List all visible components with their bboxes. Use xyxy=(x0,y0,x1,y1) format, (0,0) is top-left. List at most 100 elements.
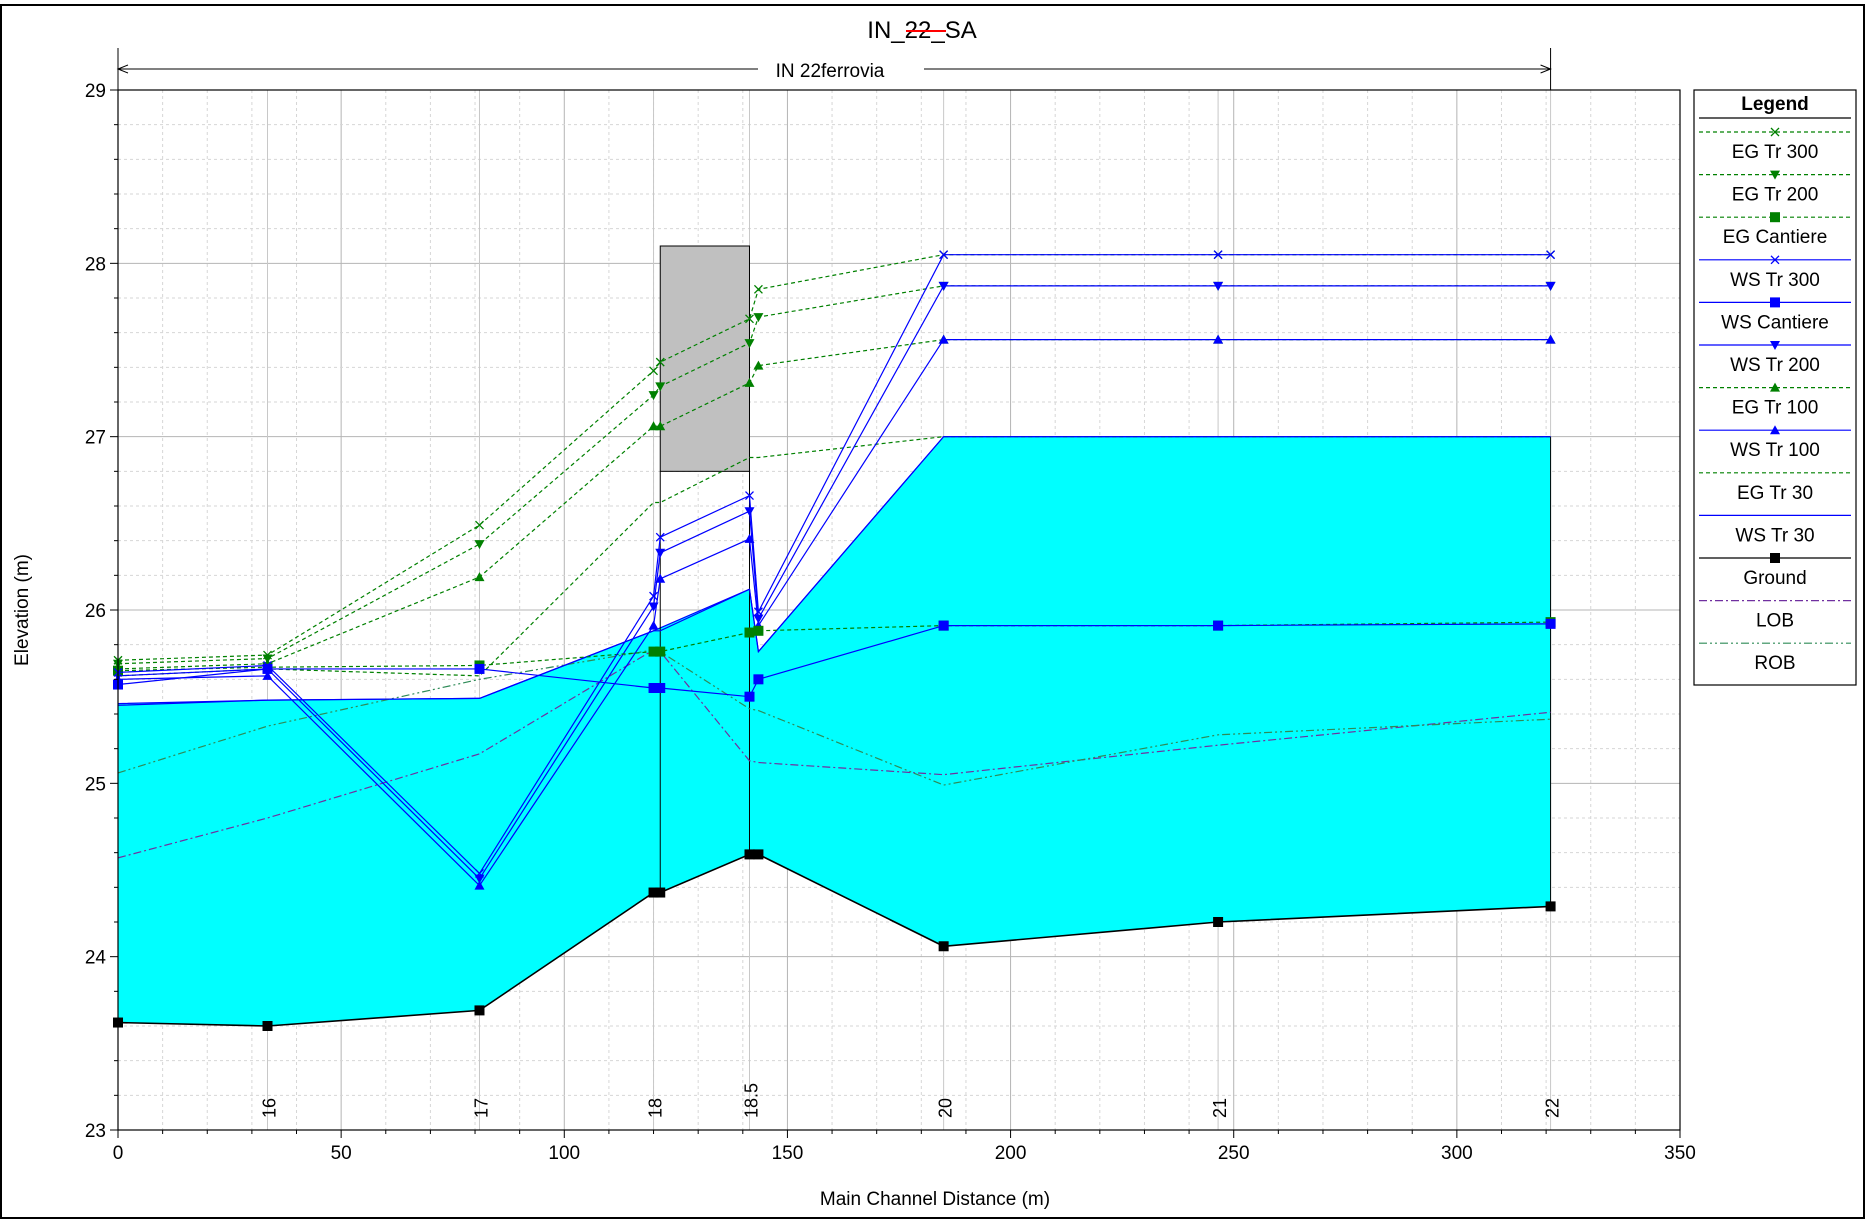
x-tick-label: 100 xyxy=(548,1143,580,1164)
legend-item-eg-tr-300: EG Tr 300 xyxy=(1699,127,1851,163)
x-tick-label: 150 xyxy=(772,1143,804,1164)
legend-item-eg-tr-200: EG Tr 200 xyxy=(1699,170,1851,206)
bridge-deck xyxy=(659,245,750,472)
marker-x xyxy=(263,661,272,670)
station-label: 18 xyxy=(646,1098,666,1118)
legend-label-ws-tr-300: WS Tr 300 xyxy=(1730,270,1820,291)
legend-item-ws-tr-300: WS Tr 300 xyxy=(1699,255,1851,291)
marker-square xyxy=(655,683,666,693)
y-tick-label: 27 xyxy=(85,428,106,449)
series-line-ws-tr-100 xyxy=(117,339,1551,887)
x-axis-label: Main Channel Distance (m) xyxy=(820,1189,1050,1210)
station-label: 16 xyxy=(260,1098,280,1118)
reach-indicator: IN 22ferrovia xyxy=(116,48,1552,90)
marker-x xyxy=(649,366,659,376)
x-tick-label: 250 xyxy=(1218,1143,1250,1164)
series-ws-tr-30 xyxy=(117,436,1551,706)
legend-item-rob: ROB xyxy=(1699,642,1851,674)
legend-label-ground: Ground xyxy=(1743,568,1806,589)
reach-arrow-left xyxy=(116,64,129,74)
series-line-eg-tr-300 xyxy=(117,254,1551,661)
marker-triangle-up xyxy=(753,360,764,370)
marker-triangle-down xyxy=(655,382,666,392)
y-tick-label: 28 xyxy=(85,254,106,275)
marker-triangle-down xyxy=(1770,170,1780,180)
marker-square xyxy=(1770,553,1780,563)
marker-triangle-down xyxy=(753,313,764,323)
marker-square xyxy=(1545,901,1556,912)
marker-square xyxy=(744,627,755,638)
marker-x xyxy=(649,591,659,601)
legend-item-lob: LOB xyxy=(1699,599,1851,632)
marker-x xyxy=(753,607,763,617)
series-layer xyxy=(113,250,1556,1031)
legend-title: Legend xyxy=(1741,94,1809,115)
marker-triangle-down xyxy=(938,281,949,291)
series-line-eg-cantiere xyxy=(117,621,1551,672)
marker-square xyxy=(938,620,949,631)
y-tick-label: 24 xyxy=(85,948,107,969)
marker-triangle-down xyxy=(1770,341,1780,350)
marker-x xyxy=(745,491,754,501)
legend-label-eg-cantiere: EG Cantiere xyxy=(1723,227,1828,248)
series-rob xyxy=(117,649,1551,786)
marker-triangle-down xyxy=(1545,281,1556,291)
marker-square xyxy=(744,691,755,702)
marker-x xyxy=(1213,250,1223,260)
legend-item-ws-tr-200: WS Tr 200 xyxy=(1699,341,1851,376)
marker-square xyxy=(1770,297,1780,308)
marker-triangle-up xyxy=(474,880,485,890)
marker-x xyxy=(1546,250,1556,260)
legend-label-rob: ROB xyxy=(1754,653,1795,674)
series-line-ws-tr-300 xyxy=(117,254,1551,875)
series-line-eg-tr-200 xyxy=(117,285,1551,665)
legend-label-ws-cantiere: WS Cantiere xyxy=(1721,312,1829,333)
marker-square xyxy=(938,941,949,952)
marker-triangle-up xyxy=(648,620,659,630)
station-label: 22 xyxy=(1543,1098,1563,1118)
marker-x xyxy=(655,357,665,367)
marker-square xyxy=(744,849,755,860)
marker-triangle-down xyxy=(1213,281,1224,291)
axes-layer: 0 50 100 150 200 250 300 350 23 24 25 26 27 28 29 16 17 1… xyxy=(85,81,1696,1164)
legend-label-ws-tr-30: WS Tr 30 xyxy=(1735,525,1814,546)
y-tick-label: 25 xyxy=(85,774,106,795)
legend-item-ws-cantiere: WS Cantiere xyxy=(1699,297,1851,333)
marker-square xyxy=(1770,212,1780,223)
marker-triangle-up xyxy=(1770,425,1780,435)
legend-label-eg-tr-300: EG Tr 300 xyxy=(1732,142,1819,163)
marker-triangle-down xyxy=(648,391,659,401)
legend-item-ws-tr-30: WS Tr 30 xyxy=(1699,514,1851,546)
station-label: 17 xyxy=(471,1098,491,1118)
marker-x xyxy=(1770,127,1780,137)
legend-item-eg-cantiere: EG Cantiere xyxy=(1699,212,1851,248)
station-label: 18.5 xyxy=(741,1083,761,1118)
series-line-ws-tr-30 xyxy=(117,436,1551,706)
legend-item-eg-tr-30: EG Tr 30 xyxy=(1699,472,1851,504)
marker-square xyxy=(262,1021,273,1031)
marker-x xyxy=(939,250,949,260)
marker-x xyxy=(1770,255,1780,265)
conveyance-fill-layer xyxy=(117,245,1552,1027)
marker-triangle-up xyxy=(1770,382,1780,392)
x-tick-label: 300 xyxy=(1441,1143,1473,1164)
marker-square xyxy=(655,887,666,898)
series-line-ws-tr-200 xyxy=(117,285,1551,880)
y-axis-label: Elevation (m) xyxy=(12,554,33,666)
marker-triangle-up xyxy=(262,670,273,680)
legend-item-ground: Ground xyxy=(1699,553,1851,589)
legend-label-eg-tr-200: EG Tr 200 xyxy=(1732,185,1819,206)
marker-triangle-down xyxy=(753,614,764,624)
marker-x xyxy=(745,314,754,324)
x-tick-label: 200 xyxy=(995,1143,1027,1164)
reach-label: IN 22ferrovia xyxy=(776,61,885,82)
marker-triangle-up xyxy=(474,572,485,582)
marker-square xyxy=(474,663,485,674)
marker-square xyxy=(753,849,764,860)
legend-label-lob: LOB xyxy=(1756,611,1794,632)
station-label: 21 xyxy=(1210,1098,1230,1118)
x-tick-label: 0 xyxy=(113,1143,124,1164)
conveyance-area xyxy=(118,436,1551,1027)
